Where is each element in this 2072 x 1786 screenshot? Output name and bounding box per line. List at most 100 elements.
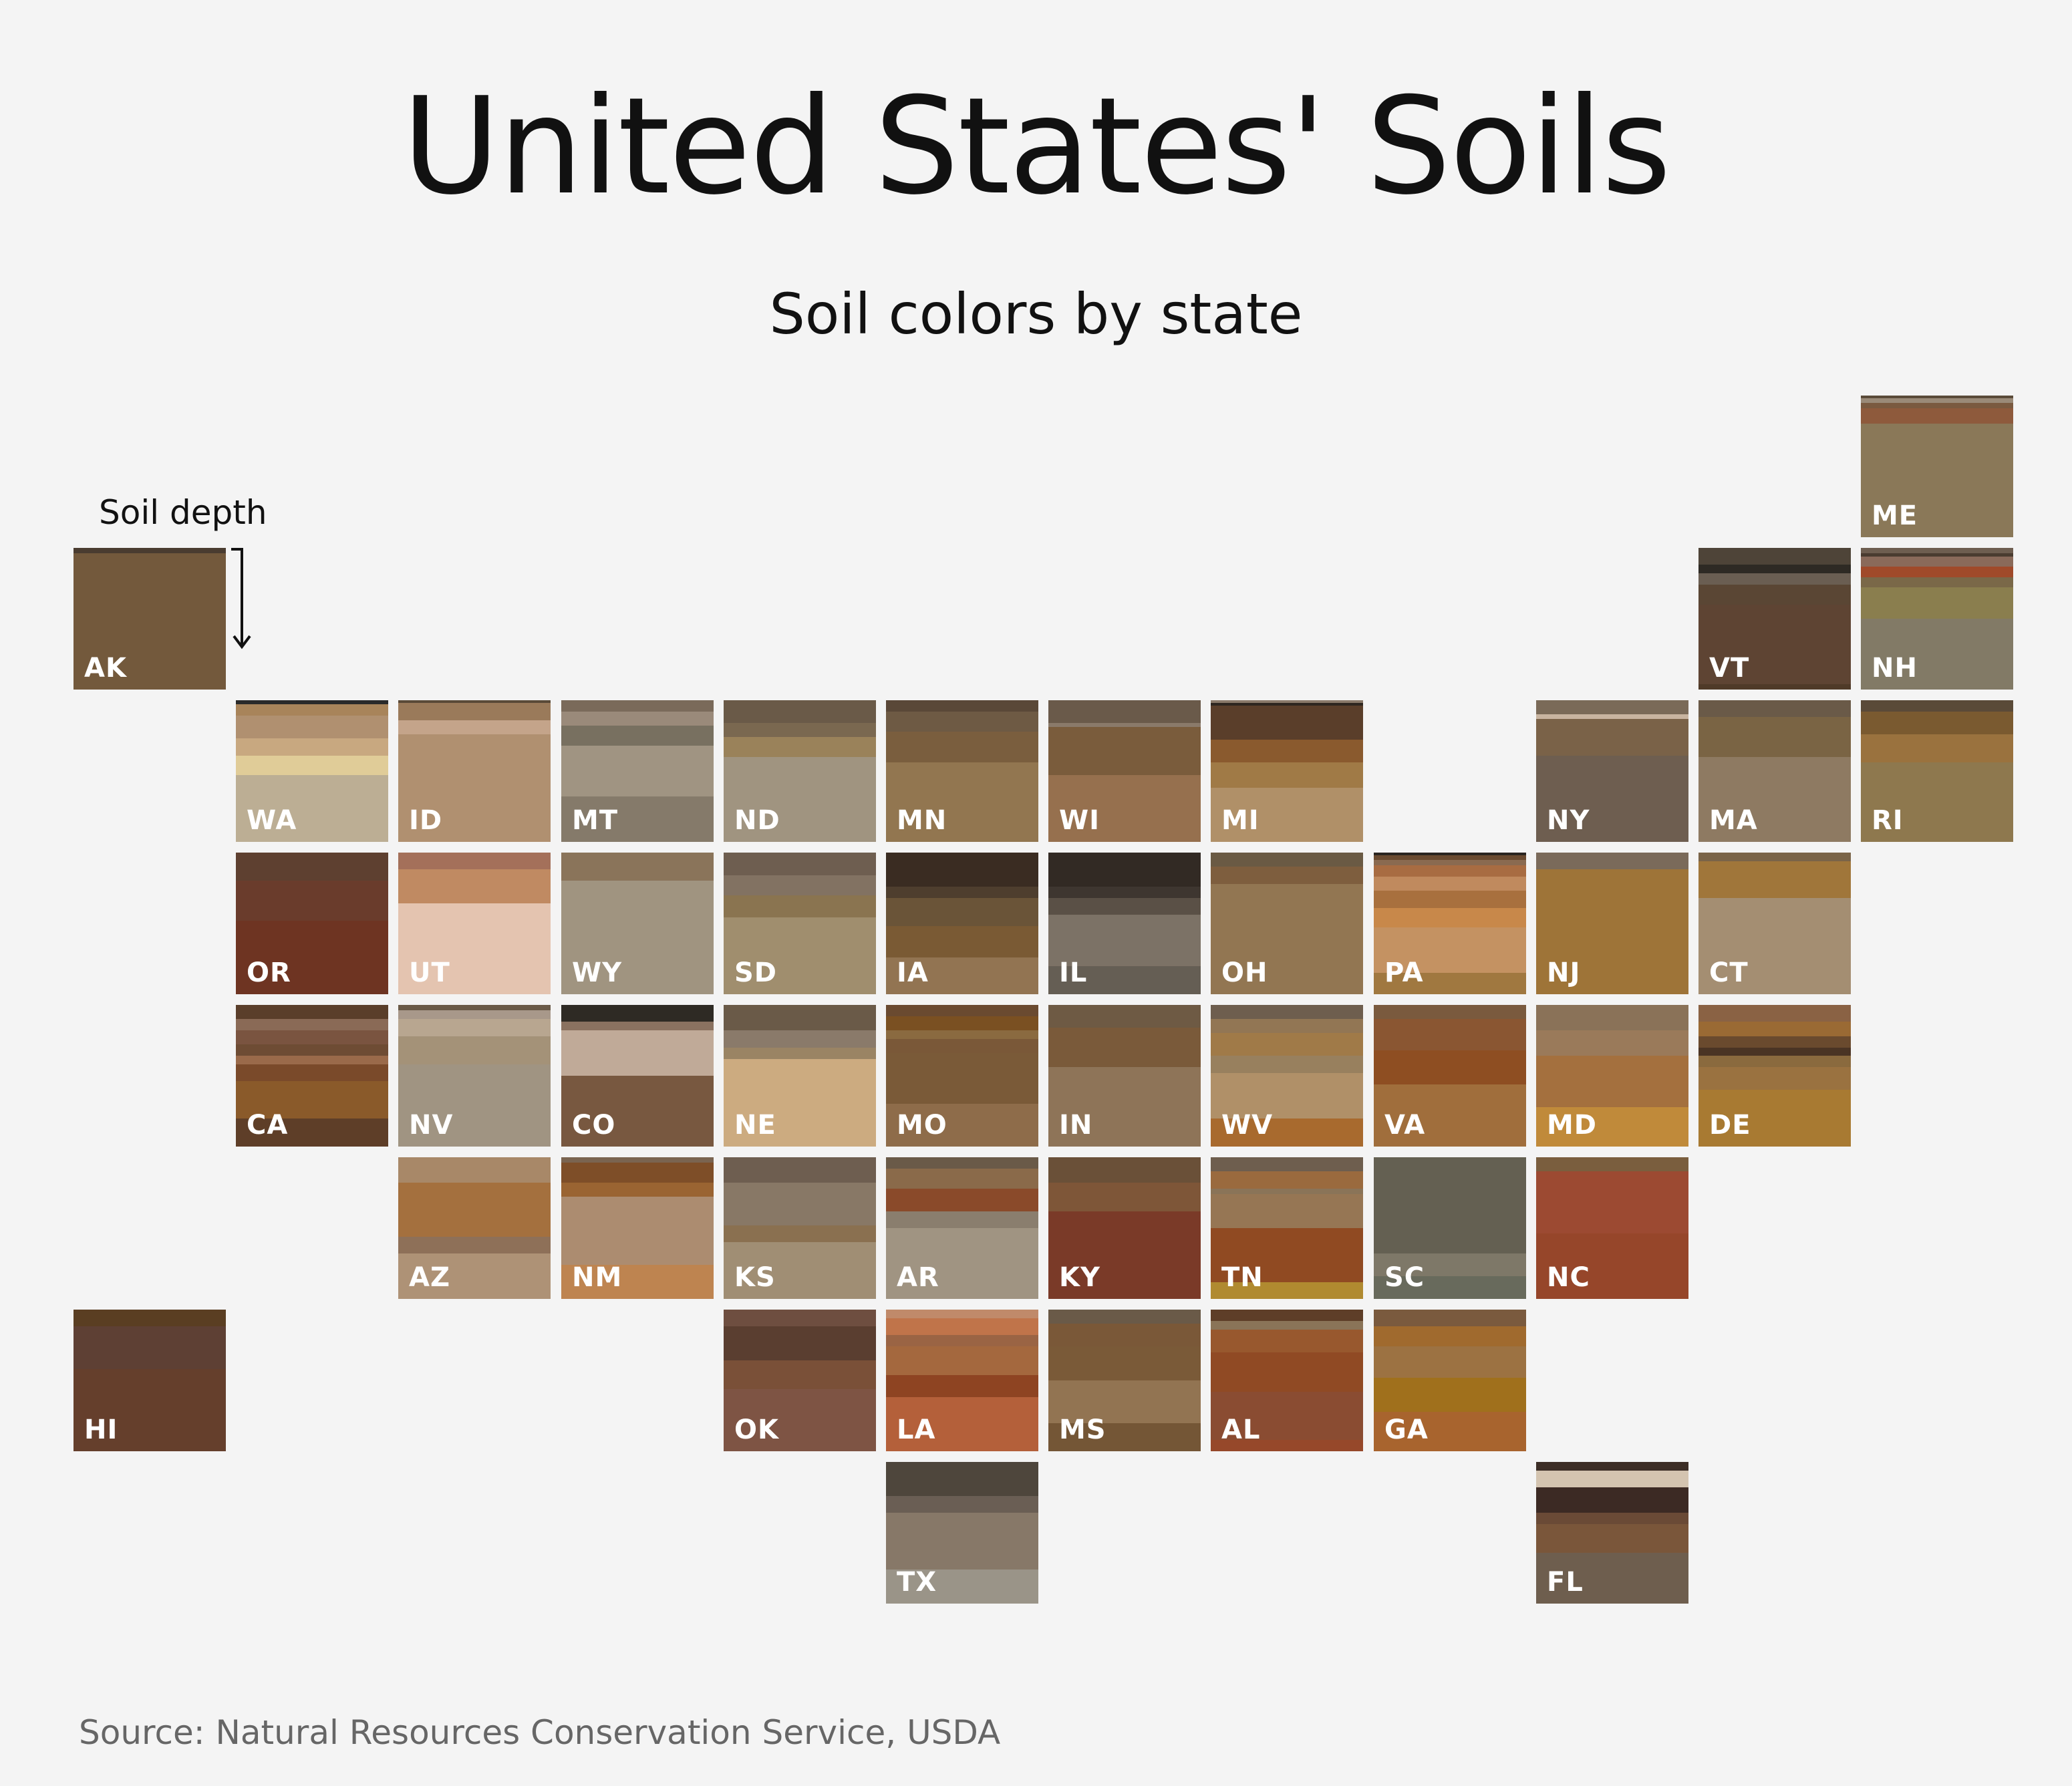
state-tile-sd: SD xyxy=(724,853,876,994)
state-code-label: OK xyxy=(734,1415,779,1445)
state-tile-nj: NJ xyxy=(1536,853,1688,994)
soil-layer-band xyxy=(398,1064,551,1147)
state-tile-la: LA xyxy=(886,1310,1038,1451)
soil-layer-band xyxy=(886,853,1038,887)
soil-layer-band xyxy=(886,1104,1038,1147)
soil-layer-band xyxy=(724,1157,876,1183)
state-code-label: IN xyxy=(1059,1110,1093,1141)
soil-layer-band xyxy=(1861,556,2013,567)
soil-layer-band xyxy=(1536,1487,1688,1513)
soil-layer-band xyxy=(1861,424,2013,537)
soil-layer-band xyxy=(1048,1346,1201,1380)
soil-layer-band xyxy=(398,1005,551,1011)
soil-layer-band xyxy=(724,700,876,723)
soil-layer-band xyxy=(561,1163,714,1183)
soil-layer-band xyxy=(1861,408,2013,424)
state-code-label: KS xyxy=(734,1262,776,1293)
soil-layer-band xyxy=(724,1310,876,1327)
soil-layer-band xyxy=(73,1326,226,1370)
soil-layer-band xyxy=(1048,886,1201,898)
soil-layer-band xyxy=(1048,1423,1201,1451)
soil-layer-band xyxy=(1374,1084,1526,1147)
state-code-label: SD xyxy=(734,957,778,988)
soil-layer-band xyxy=(1211,703,1363,706)
soil-layer-band xyxy=(236,1064,388,1082)
soil-layer-band xyxy=(1374,1157,1526,1254)
soil-layer-band xyxy=(886,1211,1038,1228)
state-code-label: TX xyxy=(897,1567,937,1598)
soil-layer-band xyxy=(561,1157,714,1163)
soil-layer-band xyxy=(1374,859,1526,866)
soil-layer-band xyxy=(1211,1056,1363,1073)
soil-layer-band xyxy=(1861,402,2013,409)
soil-layer-band xyxy=(1211,1391,1363,1441)
state-code-label: OR xyxy=(247,957,291,988)
soil-layer-band xyxy=(1698,756,1851,842)
state-tile-ok: OK xyxy=(724,1310,876,1451)
soil-layer-band xyxy=(236,1030,388,1045)
state-code-label: MT xyxy=(572,805,619,836)
soil-layer-band xyxy=(1861,700,2013,712)
state-tile-de: DE xyxy=(1698,1005,1851,1147)
soil-layer-band xyxy=(561,726,714,746)
soil-layer-band xyxy=(1048,1211,1201,1299)
state-code-label: CT xyxy=(1709,957,1749,988)
soil-layer-band xyxy=(1698,1036,1851,1048)
state-code-label: NE xyxy=(734,1110,776,1141)
soil-layer-band xyxy=(1536,1056,1688,1107)
soil-layer-band xyxy=(886,886,1038,898)
state-tile-hi: HI xyxy=(73,1310,226,1451)
soil-layer-band xyxy=(561,1265,714,1299)
soil-layer-band xyxy=(1374,1377,1526,1412)
soil-layer-band xyxy=(1211,1282,1363,1299)
soil-layer-band xyxy=(398,703,551,720)
soil-layer-band xyxy=(1211,706,1363,740)
state-tile-ak: AK xyxy=(73,548,226,690)
state-code-label: AZ xyxy=(409,1262,450,1293)
state-tile-tn: TN xyxy=(1211,1157,1363,1299)
soil-layer-band xyxy=(236,920,388,994)
state-tile-nd: ND xyxy=(724,700,876,842)
soil-layer-band xyxy=(724,722,876,738)
soil-layer-band xyxy=(886,1157,1038,1169)
state-code-label: FL xyxy=(1547,1567,1584,1598)
soil-layer-band xyxy=(236,853,388,881)
state-tile-va: VA xyxy=(1374,1005,1526,1147)
soil-layer-band xyxy=(1048,915,1201,966)
soil-layer-band xyxy=(1211,1188,1363,1195)
soil-layer-band xyxy=(398,1183,551,1237)
soil-layer-band xyxy=(1536,1470,1688,1488)
soil-layer-band xyxy=(886,711,1038,732)
soil-layer-band xyxy=(236,1081,388,1119)
soil-layer-band xyxy=(1536,869,1688,994)
soil-layer-band xyxy=(1048,1380,1201,1423)
soil-layer-band xyxy=(561,853,714,881)
soil-layer-band xyxy=(1211,1005,1363,1020)
soil-layer-band xyxy=(1211,1194,1363,1228)
soil-layer-band xyxy=(1861,762,2013,842)
soil-layer-band xyxy=(1536,1233,1688,1299)
soil-layer-band xyxy=(886,1570,1038,1604)
soil-layer-band xyxy=(724,1242,876,1299)
soil-layer-band xyxy=(1211,1310,1363,1321)
soil-layer-band xyxy=(398,869,551,904)
state-code-label: SC xyxy=(1384,1262,1425,1293)
state-tile-mt: MT xyxy=(561,700,714,842)
soil-layer-band xyxy=(236,775,388,842)
soil-layer-band xyxy=(886,1397,1038,1451)
soil-layer-band xyxy=(886,1335,1038,1347)
soil-layer-band xyxy=(236,881,388,921)
state-tile-wv: WV xyxy=(1211,1005,1363,1147)
state-tile-ky: KY xyxy=(1048,1157,1201,1299)
state-code-label: ND xyxy=(734,805,780,836)
soil-layer-band xyxy=(1374,927,1526,974)
soil-layer-band xyxy=(1211,1320,1363,1330)
soil-depth-label: Soil depth xyxy=(99,493,267,532)
state-code-label: IL xyxy=(1059,957,1088,988)
soil-layer-band xyxy=(398,903,551,994)
soil-layer-band xyxy=(1861,618,2013,690)
state-tile-ct: CT xyxy=(1698,853,1851,994)
soil-layer-band xyxy=(1211,1440,1363,1451)
state-code-label: ME xyxy=(1872,500,1918,531)
soil-layer-band xyxy=(1374,855,1526,860)
